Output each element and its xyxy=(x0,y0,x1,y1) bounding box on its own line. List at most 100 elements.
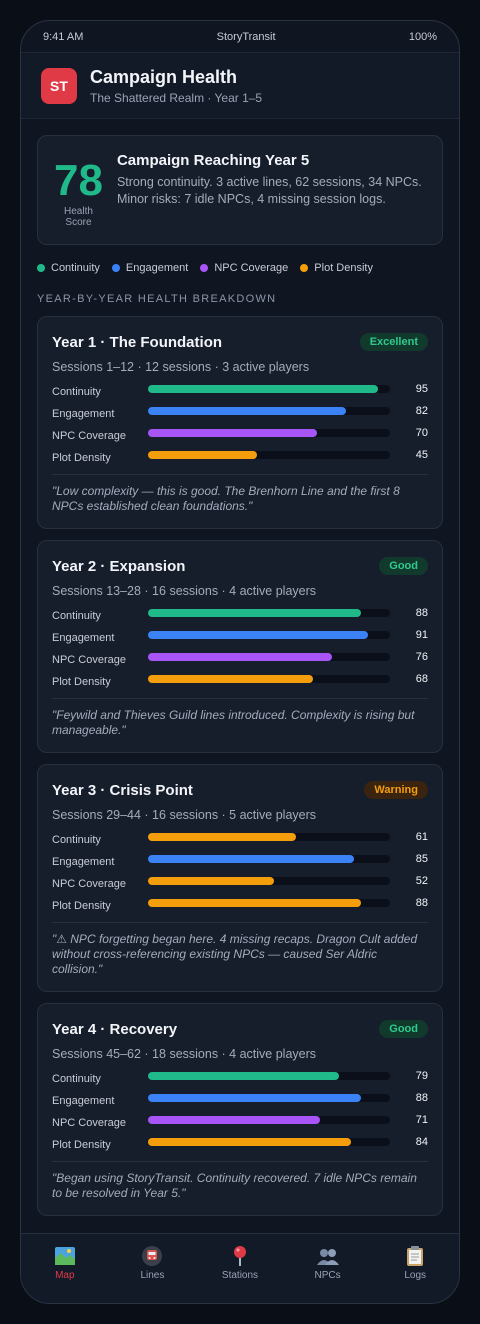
metric-value: 52 xyxy=(415,875,428,887)
main-content: 78 Health Score Campaign Reaching Year 5… xyxy=(21,119,459,1216)
metric-bar-fill xyxy=(148,1094,361,1102)
metric-row: NPC Coverage 70 xyxy=(52,425,428,447)
legend-item: Plot Density xyxy=(300,262,373,274)
metric-label: Continuity xyxy=(52,610,101,622)
metric-bar-track xyxy=(148,1094,390,1102)
tab-npcs[interactable]: NPCs xyxy=(288,1244,368,1281)
train-icon xyxy=(112,1244,192,1266)
year-note: "Low complexity — this is good. The Bren… xyxy=(52,484,400,513)
year-card[interactable]: Year 1 · The Foundation Excellent Sessions… xyxy=(37,316,443,529)
legend: Continuity Engagement NPC Coverage Plot Den… xyxy=(37,262,443,274)
metric-bar-fill xyxy=(148,631,369,639)
divider xyxy=(52,698,428,699)
metric-value: 88 xyxy=(415,607,428,619)
metric-bar-track xyxy=(148,631,390,639)
app-header: ST Campaign Health The Shattered Realm ·… xyxy=(21,53,459,119)
health-score-card: 78 Health Score Campaign Reaching Year 5… xyxy=(37,135,443,245)
year-card-header: Year 3 · Crisis Point Warning xyxy=(52,781,428,799)
health-score-value: 78 xyxy=(54,156,103,205)
tab-lines[interactable]: Lines xyxy=(112,1244,192,1281)
status-bar: 9:41 AM StoryTransit 100% xyxy=(21,21,459,53)
year-note: "Began using StoryTransit. Continuity re… xyxy=(52,1171,417,1200)
metric-value: 76 xyxy=(415,651,428,663)
metric-bar-fill xyxy=(148,385,378,393)
metric-value: 71 xyxy=(415,1114,428,1126)
year-title: Year 4 · Recovery xyxy=(52,1020,178,1038)
metric-value: 79 xyxy=(415,1070,428,1082)
legend-label: NPC Coverage xyxy=(214,262,289,274)
metric-value: 68 xyxy=(415,673,428,685)
metric-label: Engagement xyxy=(52,1095,115,1107)
health-score-label: Health Score xyxy=(64,206,93,228)
section-title: YEAR-BY-YEAR HEALTH BREAKDOWN xyxy=(37,293,277,305)
metric-label: Engagement xyxy=(52,408,115,420)
clipboard-icon xyxy=(375,1244,455,1266)
year-card[interactable]: Year 2 · Expansion Good Sessions 13–28 · 1… xyxy=(37,540,443,753)
metric-label: Plot Density xyxy=(52,452,111,464)
tab-bar: Map Lines Stations NPCs Logs xyxy=(21,1233,459,1303)
year-title: Year 3 · Crisis Point xyxy=(52,781,193,799)
year-meta: Sessions 29–44 · 16 sessions · 5 active … xyxy=(52,808,317,822)
metric-bar-track xyxy=(148,429,390,437)
metric-value: 85 xyxy=(415,853,428,865)
metric-row: Engagement 85 xyxy=(52,851,428,873)
tab-label: Logs xyxy=(404,1270,427,1281)
metric-bar-fill xyxy=(148,675,313,683)
divider xyxy=(52,1161,428,1162)
tab-stations[interactable]: Stations xyxy=(200,1244,280,1281)
metric-bar-fill xyxy=(148,653,332,661)
score-box: 78 Health Score xyxy=(54,152,103,228)
year-card-header: Year 4 · Recovery Good xyxy=(52,1020,428,1038)
metric-value: 82 xyxy=(415,405,428,417)
metric-value: 61 xyxy=(415,831,428,843)
page-title: Campaign Health xyxy=(90,66,238,87)
metric-label: Continuity xyxy=(52,834,101,846)
legend-label: Engagement xyxy=(125,262,189,274)
year-card[interactable]: Year 4 · Recovery Good Sessions 45–62 · 18… xyxy=(37,1003,443,1216)
app-logo: ST xyxy=(41,67,77,104)
metric-bar-fill xyxy=(148,451,257,459)
legend-dot xyxy=(300,264,309,272)
metric-row: Engagement 91 xyxy=(52,627,428,649)
metric-bar-fill xyxy=(148,877,274,885)
page-subtitle: The Shattered Realm · Year 1–5 xyxy=(90,90,263,105)
metric-row: Plot Density 84 xyxy=(52,1134,428,1156)
metric-value: 88 xyxy=(415,897,428,909)
metric-label: Continuity xyxy=(52,1073,101,1085)
legend-item: NPC Coverage xyxy=(200,262,288,274)
metric-bar-track xyxy=(148,1072,390,1080)
metric-row: Plot Density 68 xyxy=(52,671,428,693)
metric-bar-track xyxy=(148,675,390,683)
metric-label: Plot Density xyxy=(52,900,111,912)
metric-value: 88 xyxy=(415,1092,428,1104)
pin-icon xyxy=(200,1244,280,1266)
metric-row: Continuity 95 xyxy=(52,381,428,403)
year-card[interactable]: Year 3 · Crisis Point Warning Sessions 29–… xyxy=(37,764,443,992)
score-title: Campaign Reaching Year 5 xyxy=(116,152,310,169)
metric-bar-track xyxy=(148,653,390,661)
metric-row: Continuity 88 xyxy=(52,605,428,627)
metric-value: 70 xyxy=(415,427,428,439)
status-time: 9:41 AM xyxy=(43,30,84,43)
metric-bar-track xyxy=(148,1116,390,1124)
divider xyxy=(52,922,428,923)
legend-dot xyxy=(37,264,45,272)
year-title: Year 1 · The Foundation xyxy=(52,333,223,351)
metric-row: Plot Density 88 xyxy=(52,895,428,917)
metric-value: 84 xyxy=(415,1136,428,1148)
tab-logs[interactable]: Logs xyxy=(375,1244,455,1281)
status-badge: Good xyxy=(379,557,428,575)
metric-label: NPC Coverage xyxy=(52,654,126,666)
legend-label: Continuity xyxy=(51,262,100,274)
tab-label: Lines xyxy=(140,1270,165,1281)
metric-bar-fill xyxy=(148,1138,352,1146)
year-title: Year 2 · Expansion xyxy=(52,557,186,575)
year-meta: Sessions 13–28 · 16 sessions · 4 active … xyxy=(52,584,317,598)
metric-row: Continuity 79 xyxy=(52,1068,428,1090)
legend-dot xyxy=(200,264,209,272)
tab-label: Map xyxy=(55,1270,75,1281)
status-badge: Excellent xyxy=(359,333,428,351)
metric-label: Plot Density xyxy=(52,1139,111,1151)
phone-frame: 9:41 AM StoryTransit 100% ST Campaign He… xyxy=(20,20,460,1304)
tab-map[interactable]: Map xyxy=(25,1244,105,1281)
